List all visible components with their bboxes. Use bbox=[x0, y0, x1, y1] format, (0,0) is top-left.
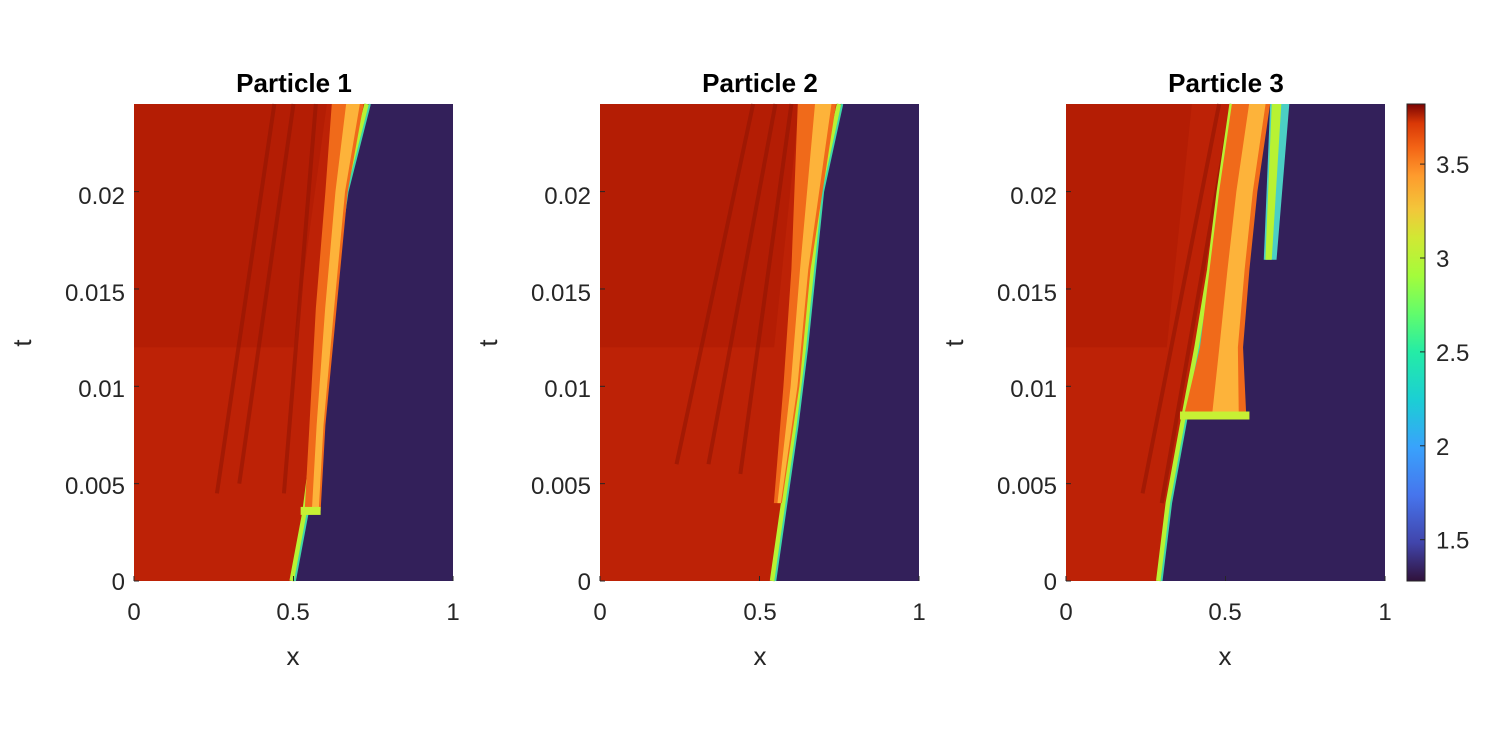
colorbar-gradient bbox=[1407, 104, 1425, 581]
panel-2-ytick-4: 0.02 bbox=[544, 183, 591, 210]
panel-1-streak-1 bbox=[237, 103, 296, 484]
panel-3-xlabel: x bbox=[1219, 641, 1232, 671]
panel-1-streak-0 bbox=[214, 103, 277, 494]
panel-1-plot-area bbox=[133, 103, 454, 582]
panel-2-xtick-0: 0 bbox=[593, 599, 606, 626]
panel-3-ytick-4: 0.02 bbox=[1010, 183, 1057, 210]
panel-2-ytick-2: 0.01 bbox=[544, 376, 591, 403]
panel-2-xtick-1: 0.5 bbox=[743, 599, 776, 626]
panel-2-hot-core bbox=[777, 104, 832, 504]
colorbar-tick-label-1: 2 bbox=[1436, 434, 1449, 461]
panel-3-secondary-front-core bbox=[1265, 104, 1282, 260]
panel-2-xtick-2: 1 bbox=[912, 599, 925, 626]
panel-3-title: Particle 3 bbox=[1168, 68, 1284, 98]
panel-3-ytick-0: 0 bbox=[1044, 569, 1057, 596]
panel-2: Particle 2 0 0.5 1 0 0.005 0.01 0.015 0.… bbox=[473, 68, 926, 671]
panel-1-ytick-2: 0.01 bbox=[78, 376, 125, 403]
panel-1-xtick-0: 0 bbox=[127, 599, 140, 626]
colorbar-frame bbox=[1406, 103, 1426, 582]
panel-1-step-ledge bbox=[300, 506, 321, 515]
panel-3-ytick-2: 0.01 bbox=[1010, 376, 1057, 403]
panel-2-ytick-3: 0.015 bbox=[531, 280, 591, 307]
panel-3-streak-0 bbox=[1140, 103, 1222, 494]
colorbar-tick-label-4: 3.5 bbox=[1436, 152, 1469, 179]
panel-2-ylabel: t bbox=[473, 339, 503, 347]
panel-1-xtick-1: 0.5 bbox=[276, 599, 309, 626]
panel-1-ytick-0: 0 bbox=[112, 569, 125, 596]
panel-2-dark-tint bbox=[600, 104, 800, 348]
panel-1-xlabel: x bbox=[287, 641, 300, 671]
panel-2-streak-0 bbox=[674, 103, 756, 465]
panel-3-xtick-0: 0 bbox=[1059, 599, 1072, 626]
colorbar-ticks: 1.5 2 2.5 3 3.5 bbox=[1420, 152, 1469, 555]
panel-3-step-ledge bbox=[1180, 411, 1250, 420]
panel-2-title: Particle 2 bbox=[702, 68, 818, 98]
panel-3-ytick-1: 0.005 bbox=[997, 473, 1057, 500]
panel-2-plot-area bbox=[599, 103, 920, 582]
panel-1-title: Particle 1 bbox=[236, 68, 352, 98]
panel-2-xlabel: x bbox=[754, 641, 767, 671]
panel-3-ytick-3: 0.015 bbox=[997, 280, 1057, 307]
colorbar-tick-label-0: 1.5 bbox=[1436, 528, 1469, 555]
panel-2-front-edge-cyan bbox=[774, 103, 844, 582]
panel-2-streak-2 bbox=[738, 103, 794, 475]
panel-3-plot-area bbox=[1065, 103, 1386, 582]
panel-2-ytick-1: 0.005 bbox=[531, 473, 591, 500]
panel-1-hot-core bbox=[311, 104, 360, 511]
panel-2-streak-1 bbox=[706, 103, 778, 465]
panel-3-ylabel: t bbox=[939, 339, 969, 347]
panel-1: Particle 1 0 0.5 1 0 0.005 0.01 0.015 0.… bbox=[7, 68, 460, 671]
panel-1-ytick-4: 0.02 bbox=[78, 183, 125, 210]
colorbar-tick-label-3: 3 bbox=[1436, 246, 1449, 273]
panel-3-xtick-1: 0.5 bbox=[1208, 599, 1241, 626]
panel-1-ytick-3: 0.015 bbox=[65, 280, 125, 307]
panel-3-dark-tint bbox=[1066, 104, 1192, 348]
panel-1-dark-tint bbox=[134, 104, 327, 348]
panel-3-xtick-2: 1 bbox=[1378, 599, 1391, 626]
panel-2-ytick-0: 0 bbox=[578, 569, 591, 596]
panel-1-streak-2 bbox=[281, 103, 318, 494]
colorbar-tick-label-2: 2.5 bbox=[1436, 340, 1469, 367]
panel-1-ytick-1: 0.005 bbox=[65, 473, 125, 500]
colorbar: 1.5 2 2.5 3 3.5 bbox=[1406, 103, 1469, 582]
panel-3-hot-core bbox=[1212, 104, 1266, 416]
panel-3: Particle 3 0 0.5 1 0 0.005 0.01 0.015 0.… bbox=[939, 68, 1392, 671]
panel-1-ylabel: t bbox=[7, 339, 37, 347]
panel-1-xtick-2: 1 bbox=[446, 599, 459, 626]
